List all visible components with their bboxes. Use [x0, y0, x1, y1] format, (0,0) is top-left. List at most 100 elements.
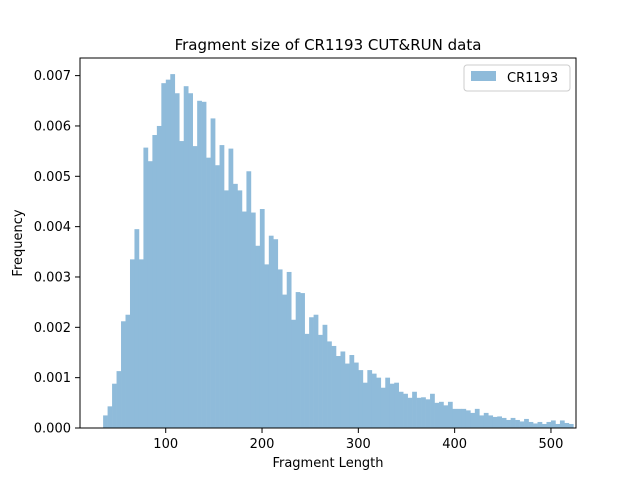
histogram-bar: [224, 190, 229, 428]
histogram-bar: [152, 135, 158, 428]
histogram-bar: [210, 118, 216, 428]
histogram-bar: [138, 259, 144, 428]
histogram-bar: [479, 415, 485, 428]
histogram-bar: [389, 383, 395, 428]
histogram-bar: [443, 405, 449, 428]
histogram-bar: [519, 421, 525, 428]
histogram-bar: [452, 408, 458, 428]
histogram-bar: [542, 423, 547, 428]
histogram-bar: [237, 190, 243, 428]
histogram-bar: [488, 415, 494, 428]
histogram-bar: [559, 420, 565, 428]
plot-area-frame: [79, 57, 577, 429]
histogram-bar: [201, 101, 207, 429]
histogram-bar: [568, 423, 574, 428]
histogram-bar: [335, 356, 341, 428]
histogram-bar: [470, 412, 476, 428]
histogram-bar: [295, 292, 301, 428]
histogram-bar: [282, 294, 288, 428]
histogram-bar: [179, 141, 185, 428]
histogram-bar: [116, 371, 122, 428]
histogram-bar: [407, 397, 413, 428]
histogram-bar: [215, 165, 220, 428]
histogram-bar: [103, 415, 108, 428]
histogram-bar: [403, 393, 408, 428]
histogram-bar: [291, 319, 296, 428]
histogram-bar: [376, 377, 382, 428]
histogram-bar: [398, 391, 404, 428]
histogram-bar: [134, 229, 140, 428]
histogram-bar: [232, 183, 238, 428]
histogram-bar: [147, 161, 153, 428]
histogram-bar: [322, 324, 328, 428]
histogram-bar: [385, 377, 391, 428]
histogram-bar: [546, 421, 552, 428]
histogram-bar: [528, 421, 534, 428]
y-axis-label: Frequency: [11, 209, 26, 276]
histogram-bar: [304, 333, 310, 428]
histogram-bar: [300, 293, 305, 428]
histogram-bar: [170, 74, 176, 429]
histogram-bar: [362, 382, 368, 428]
chart-title: Fragment size of CR1193 CUT&RUN data: [175, 36, 482, 54]
histogram-bar: [349, 355, 355, 428]
histogram-bar: [313, 314, 319, 428]
histogram-bar: [228, 148, 234, 429]
y-tick-label: 0.006: [34, 119, 71, 134]
histogram-bar: [524, 418, 529, 428]
y-tick-label: 0.004: [34, 220, 71, 235]
histogram-bar: [483, 412, 489, 428]
x-tick-label: 500: [539, 437, 564, 452]
histogram-bar: [412, 391, 417, 428]
histogram-bar: [165, 79, 171, 429]
histogram-bar: [174, 93, 180, 429]
x-tick-label: 300: [346, 437, 371, 452]
histogram-bar: [197, 100, 202, 428]
histogram-bar: [192, 146, 198, 428]
histogram-bar: [129, 259, 135, 428]
histogram-bar: [421, 397, 426, 428]
histogram-bar: [497, 416, 502, 428]
histogram-bar: [515, 419, 520, 428]
legend: CR1193: [463, 64, 571, 92]
histogram-bar: [340, 351, 346, 428]
histogram-bar: [474, 408, 480, 428]
histogram-bar: [492, 416, 498, 428]
histogram-bar: [255, 245, 261, 428]
histogram-bar: [331, 345, 337, 428]
histogram-bar: [550, 420, 556, 428]
y-tick-label: 0.001: [34, 371, 71, 386]
histogram-bar: [465, 410, 471, 428]
histogram-bar: [416, 397, 422, 428]
histogram-bar: [506, 419, 511, 428]
histogram-bar: [510, 417, 516, 428]
x-tick-label: 100: [153, 437, 178, 452]
y-tick-label: 0.005: [34, 170, 71, 185]
histogram-bar: [268, 235, 274, 428]
histogram-bar: [121, 321, 126, 428]
y-tick-label: 0.003: [34, 270, 71, 285]
histogram-bar: [309, 317, 314, 428]
histogram-bar: [537, 421, 543, 428]
y-tick-label: 0.002: [34, 321, 71, 336]
y-axis-ticks: 0.000 0.001 0.002 0.003 0.004 0.005 0.006 0.007: [34, 69, 80, 437]
histogram-bar: [246, 171, 252, 428]
histogram-bar: [112, 383, 117, 428]
histogram-bar: [358, 370, 364, 428]
histogram-bar: [434, 402, 440, 428]
legend-label: CR1193: [507, 71, 558, 86]
histogram-bar: [318, 334, 323, 428]
histogram-bar: [264, 264, 270, 428]
histogram-bar: [380, 387, 386, 428]
histogram-bar: [533, 423, 538, 428]
histogram-bar: [371, 373, 377, 428]
x-tick-label: 400: [442, 437, 467, 452]
histogram-bar: [425, 399, 431, 428]
histogram-bars: [103, 74, 574, 429]
histogram-bar: [107, 406, 113, 428]
histogram-bar: [183, 86, 189, 428]
histogram-bar: [241, 211, 247, 428]
histogram-bar: [430, 393, 435, 428]
histogram-bar: [501, 417, 507, 428]
